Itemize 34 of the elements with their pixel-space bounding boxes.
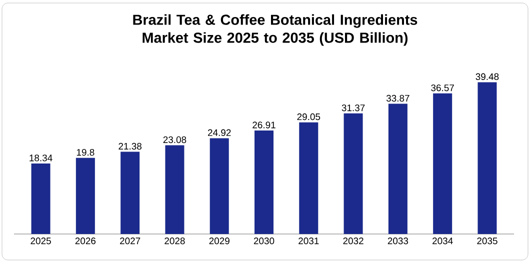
bar	[120, 152, 140, 234]
data-label: 18.34	[30, 154, 52, 162]
data-label: 39.48	[476, 73, 499, 80]
x-tick-label: 2034	[432, 238, 453, 244]
bar	[299, 122, 318, 234]
bar	[388, 104, 408, 234]
x-tick-label: 2025	[30, 238, 51, 244]
data-label: 29.05	[297, 113, 320, 120]
x-tick-label: 2032	[343, 238, 364, 244]
bar	[254, 130, 274, 234]
data-label: 33.87	[386, 94, 410, 102]
data-label: 21.38	[118, 142, 142, 150]
data-label: 24.92	[208, 129, 231, 136]
bar	[210, 138, 229, 234]
bar	[433, 93, 452, 234]
x-tick-label: 2033	[388, 238, 408, 244]
x-tick-label: 2029	[209, 238, 230, 244]
bar	[76, 158, 95, 234]
x-tick-label: 2031	[298, 238, 319, 244]
data-label: 31.37	[342, 104, 365, 112]
bar	[478, 82, 497, 234]
data-label: 26.91	[252, 122, 276, 128]
data-label: 36.57	[431, 84, 454, 92]
x-tick-label: 2028	[164, 238, 185, 244]
bar	[344, 113, 363, 234]
bar	[165, 145, 184, 234]
x-tick-label: 2027	[120, 238, 140, 244]
bar	[31, 163, 50, 234]
x-tick-label: 2030	[254, 238, 274, 244]
data-label: 23.08	[163, 136, 186, 144]
x-tick-label: 2035	[477, 238, 498, 244]
x-tick-label: 2026	[75, 238, 96, 244]
chart-title: Brazil Tea & Coffee Botanical Ingredients Market Size 2025 to 2035 (USD Billion)	[133, 14, 418, 46]
data-label: 19.8	[76, 148, 94, 156]
